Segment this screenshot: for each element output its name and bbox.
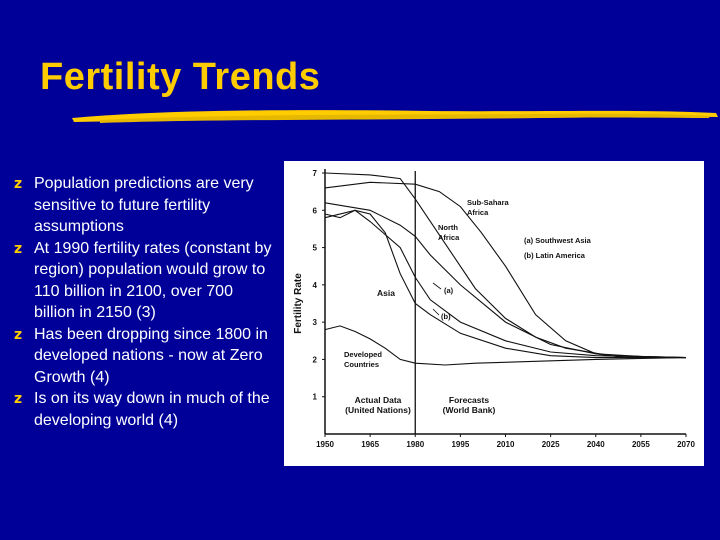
label-southwest-asia: (a) Southwest Asia xyxy=(524,236,592,245)
z-bullet-icon: z xyxy=(14,326,23,343)
series-line xyxy=(324,325,687,366)
z-bullet-icon: z xyxy=(14,176,23,192)
bullet-text: Is on its way down in much of the develo… xyxy=(34,390,270,429)
label-north-africa: North Africa xyxy=(438,223,460,242)
x-tick-label: 2040 xyxy=(587,440,605,449)
label-actual-data: Actual Data (United Nations) xyxy=(345,395,411,415)
y-tick-label: 5 xyxy=(313,244,318,253)
y-axis-label: Fertility Rate xyxy=(293,273,304,334)
slide-title: Fertility Trends xyxy=(40,56,321,98)
x-tick-label: 1995 xyxy=(451,440,469,449)
z-bullet-icon: z xyxy=(14,240,23,257)
label-marker-a: (a) xyxy=(444,286,454,295)
fertility-chart: 1 2 3 4 5 6 7 1950 1965 1980 1995 2010 2025 2040 2055 2… xyxy=(284,161,704,466)
bullet-text: At 1990 fertility rates (constant by reg… xyxy=(34,239,272,322)
bullet-text: Has been dropping since 1800 in develope… xyxy=(34,325,268,386)
x-tick-label: 2055 xyxy=(632,440,650,449)
x-tick-label: 2010 xyxy=(497,440,515,449)
y-tick-label: 3 xyxy=(313,318,318,327)
bullet-item: z Population predictions are very sensiti… xyxy=(14,173,274,238)
bullet-item: z Has been dropping since 1800 in develop… xyxy=(14,324,274,389)
pointer-line-b xyxy=(432,308,440,316)
chart-svg: 1 2 3 4 5 6 7 1950 1965 1980 1995 2010 2025 2040 2055 2… xyxy=(293,169,695,449)
bullet-item: z Is on its way down in much of the devel… xyxy=(14,388,274,431)
label-marker-b: (b) xyxy=(441,312,451,321)
bullet-item: z At 1990 fertility rates (constant by re… xyxy=(14,238,274,324)
series-line xyxy=(324,209,686,359)
x-tick-label: 1950 xyxy=(316,440,334,449)
bullet-text: Population predictions are very sensitiv… xyxy=(34,175,254,235)
pointer-line-a xyxy=(432,282,442,290)
series-line xyxy=(324,181,686,359)
y-tick-label: 1 xyxy=(313,393,318,402)
series-line xyxy=(324,209,687,359)
x-tick-label: 2070 xyxy=(677,440,695,449)
z-bullet-icon: z xyxy=(14,391,23,407)
label-sub-sahara-africa: Sub-Sahara Africa xyxy=(467,198,510,217)
bullet-list: z Population predictions are very sensiti… xyxy=(14,173,274,431)
title-underline xyxy=(72,110,718,123)
label-developed-countries: Developed Countries xyxy=(344,350,382,369)
y-tick-label: 7 xyxy=(313,169,318,178)
label-latin-america: (b) Latin America xyxy=(524,251,586,260)
label-forecasts: Forecasts (World Bank) xyxy=(443,395,496,415)
x-tick-label: 2025 xyxy=(542,440,560,449)
y-tick-label: 4 xyxy=(313,281,318,290)
x-tick-label: 1965 xyxy=(361,440,379,449)
x-tick-label: 1980 xyxy=(406,440,424,449)
y-tick-label: 2 xyxy=(313,355,318,364)
series-line xyxy=(324,202,687,359)
label-asia: Asia xyxy=(377,288,395,298)
y-tick-label: 6 xyxy=(313,206,318,215)
